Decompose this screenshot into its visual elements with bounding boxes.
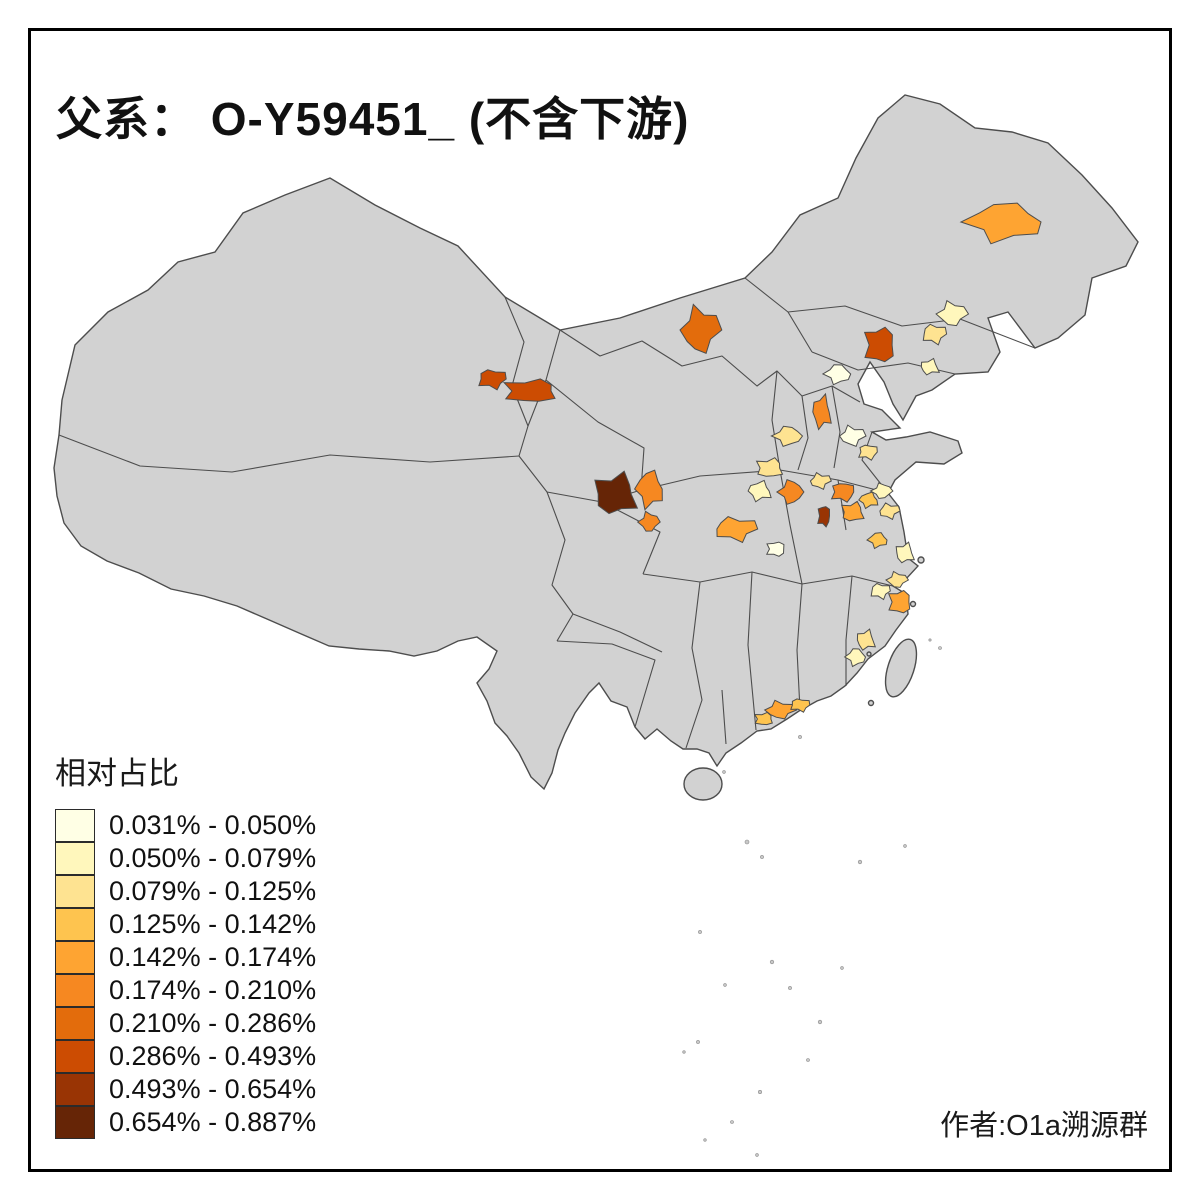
map-region	[830, 483, 855, 503]
map-region	[478, 369, 507, 391]
hainan-island	[683, 767, 723, 801]
legend-swatch	[55, 973, 95, 1007]
map-region	[633, 469, 663, 511]
map-region	[679, 303, 723, 354]
south-china-sea-islands	[682, 638, 942, 1157]
legend-row: 0.125% - 0.142%	[55, 907, 317, 941]
map-region	[920, 357, 941, 376]
map-region	[858, 491, 879, 510]
map-region	[502, 378, 556, 402]
legend: 相对占比 0.031% - 0.050% 0.050% - 0.079% 0.079…	[55, 748, 316, 1139]
legend-row: 0.493% - 0.654%	[55, 1072, 317, 1106]
map-region	[812, 392, 832, 431]
legend-swatch	[55, 1006, 95, 1040]
legend-label: 0.079% - 0.125%	[109, 876, 317, 906]
legend-label: 0.654% - 0.887%	[109, 1107, 317, 1137]
coastal-island	[917, 556, 925, 564]
map-region	[935, 299, 970, 327]
map-region	[790, 698, 811, 713]
legend-swatch	[55, 1039, 95, 1073]
legend-label: 0.174% - 0.210%	[109, 975, 317, 1005]
map-base	[53, 94, 1139, 801]
author-credit: 作者:O1a溯源群	[940, 1110, 1148, 1142]
legend-swatch	[55, 940, 95, 974]
province-boundaries	[58, 277, 1036, 749]
map-region	[856, 628, 877, 651]
legend-swatch	[55, 808, 95, 842]
legend-row: 0.286% - 0.493%	[55, 1039, 317, 1073]
map-region	[843, 648, 867, 668]
legend-label: 0.142% - 0.174%	[109, 942, 317, 972]
coastal-island	[909, 600, 917, 608]
map-region	[753, 711, 773, 726]
legend-label: 0.493% - 0.654%	[109, 1074, 317, 1104]
map-region	[838, 424, 867, 448]
map-region	[887, 589, 911, 614]
map-region	[959, 202, 1042, 245]
map-region	[770, 425, 804, 448]
map-region	[809, 471, 832, 490]
map-region	[858, 444, 878, 461]
legend-row: 0.210% - 0.286%	[55, 1006, 317, 1040]
legend-swatch	[55, 907, 95, 941]
legend-swatch	[55, 1072, 95, 1106]
mainland-outline	[53, 94, 1139, 791]
legend-row: 0.050% - 0.079%	[55, 841, 317, 875]
legend-row: 0.079% - 0.125%	[55, 874, 317, 908]
map-region	[763, 699, 798, 720]
map-region	[863, 326, 894, 363]
map-region	[879, 502, 901, 521]
page-title: 父系： O-Y59451_ (不含下游)	[56, 92, 690, 145]
map-region	[747, 479, 772, 503]
map-region	[922, 323, 948, 346]
legend-swatch	[55, 841, 95, 875]
map-region	[817, 506, 830, 528]
legend-row: 0.031% - 0.050%	[55, 808, 317, 842]
map-region	[775, 478, 805, 505]
map-region	[821, 364, 852, 386]
map-region	[885, 570, 910, 588]
legend-swatch	[55, 1105, 95, 1139]
map-region	[755, 457, 784, 477]
coastal-island	[867, 699, 875, 707]
map-region	[636, 510, 661, 532]
legend-label: 0.050% - 0.079%	[109, 843, 317, 873]
legend-row: 0.654% - 0.887%	[55, 1105, 317, 1139]
map-region	[765, 541, 785, 557]
legend-label: 0.286% - 0.493%	[109, 1041, 317, 1071]
taiwan-island	[884, 638, 918, 698]
legend-label: 0.031% - 0.050%	[109, 810, 317, 840]
legend-row: 0.174% - 0.210%	[55, 973, 317, 1007]
legend-title: 相对占比	[55, 756, 179, 791]
map-region	[840, 500, 865, 522]
highlighted-prefectures	[478, 202, 1042, 726]
legend-label: 0.125% - 0.142%	[109, 909, 317, 939]
legend-row: 0.142% - 0.174%	[55, 940, 317, 974]
map-region	[869, 482, 894, 500]
coastal-island	[866, 651, 872, 657]
map-region	[594, 470, 639, 515]
map-region	[870, 582, 891, 601]
map-region	[895, 541, 916, 564]
map-region	[866, 532, 888, 550]
legend-rows: 0.031% - 0.050% 0.050% - 0.079% 0.079% - 0…	[55, 808, 317, 1139]
map-region	[716, 516, 759, 544]
legend-label: 0.210% - 0.286%	[109, 1008, 317, 1038]
legend-swatch	[55, 874, 95, 908]
